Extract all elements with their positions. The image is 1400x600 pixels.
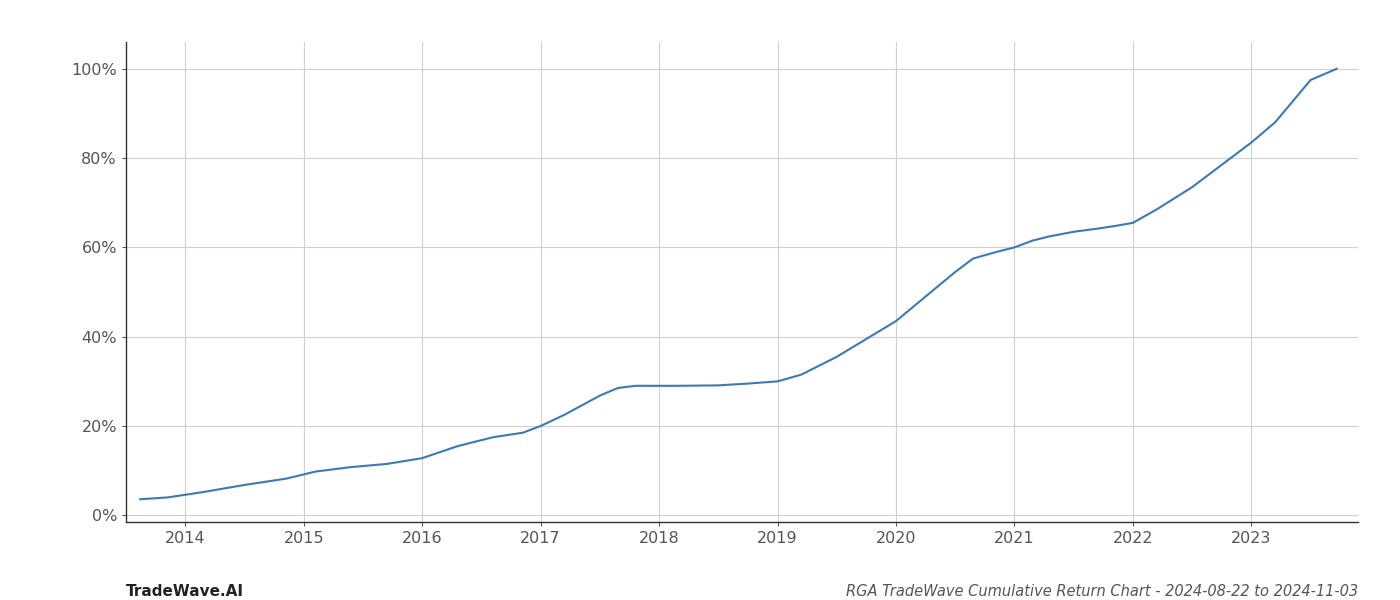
Text: TradeWave.AI: TradeWave.AI [126, 584, 244, 599]
Text: RGA TradeWave Cumulative Return Chart - 2024-08-22 to 2024-11-03: RGA TradeWave Cumulative Return Chart - … [846, 584, 1358, 599]
